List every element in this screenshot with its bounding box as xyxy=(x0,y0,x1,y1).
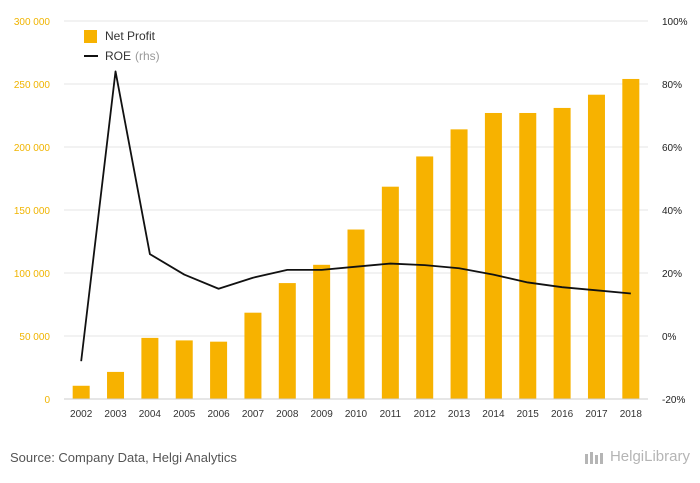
x-tick-label: 2009 xyxy=(311,409,334,420)
x-tick-label: 2018 xyxy=(620,409,643,420)
bar xyxy=(141,337,159,399)
x-tick-label: 2004 xyxy=(139,409,162,420)
legend: Net Profit ROE (rhs) xyxy=(84,26,160,66)
logo-text: HelgiLibrary xyxy=(609,448,690,465)
bar xyxy=(381,186,399,399)
legend-label-roe-suffix: (rhs) xyxy=(135,49,160,63)
y-right-tick-label: 60% xyxy=(662,143,682,154)
y-left-tick-label: 150 000 xyxy=(14,206,51,217)
bar xyxy=(587,94,605,400)
y-right-tick-label: 20% xyxy=(662,269,682,280)
y-left-tick-label: 200 000 xyxy=(14,143,51,154)
bar xyxy=(278,283,296,399)
x-tick-label: 2010 xyxy=(345,409,368,420)
x-tick-label: 2005 xyxy=(173,409,196,420)
y-left-tick-label: 50 000 xyxy=(19,332,50,343)
legend-item-roe[interactable]: ROE (rhs) xyxy=(84,46,160,66)
y-left-tick-label: 0 xyxy=(44,395,50,406)
helgi-logo[interactable]: HelgiLibrary xyxy=(584,448,690,465)
bar xyxy=(450,129,468,400)
bar xyxy=(210,341,228,399)
y-right-tick-label: 80% xyxy=(662,80,682,91)
bar xyxy=(484,112,502,399)
x-tick-label: 2006 xyxy=(207,409,230,420)
library-icon xyxy=(584,451,603,464)
legend-label-net-profit: Net Profit xyxy=(105,29,156,43)
roe-line-swatch xyxy=(84,55,98,57)
bar xyxy=(347,229,365,399)
x-tick-label: 2013 xyxy=(448,409,471,420)
y-left-tick-label: 250 000 xyxy=(14,80,51,91)
x-tick-label: 2003 xyxy=(104,409,127,420)
x-tick-label: 2011 xyxy=(380,409,402,420)
y-right-tick-label: -20% xyxy=(662,395,685,406)
legend-item-net-profit[interactable]: Net Profit xyxy=(84,26,160,46)
bar xyxy=(416,156,434,399)
x-tick-label: 2002 xyxy=(70,409,93,420)
bar xyxy=(72,385,90,399)
y-left-tick-label: 300 000 xyxy=(14,17,51,28)
net-profit-swatch xyxy=(84,29,97,43)
x-tick-label: 2012 xyxy=(414,409,437,420)
source-note: Source: Company Data, Helgi Analytics xyxy=(10,450,237,465)
bar xyxy=(175,340,193,399)
x-tick-label: 2008 xyxy=(276,409,299,420)
bar xyxy=(313,264,331,399)
y-right-tick-label: 100% xyxy=(662,17,688,28)
bar xyxy=(519,112,537,399)
x-tick-label: 2014 xyxy=(482,409,505,420)
y-right-tick-label: 40% xyxy=(662,206,682,217)
y-right-tick-label: 0% xyxy=(662,332,677,343)
x-tick-label: 2015 xyxy=(517,409,540,420)
x-tick-label: 2007 xyxy=(242,409,265,420)
bar xyxy=(622,78,640,400)
bar xyxy=(244,312,262,399)
bar xyxy=(107,371,125,399)
legend-label-roe: ROE xyxy=(105,49,132,63)
y-left-tick-label: 100 000 xyxy=(14,269,51,280)
x-tick-label: 2017 xyxy=(585,409,608,420)
bar xyxy=(553,107,571,399)
x-tick-label: 2016 xyxy=(551,409,574,420)
